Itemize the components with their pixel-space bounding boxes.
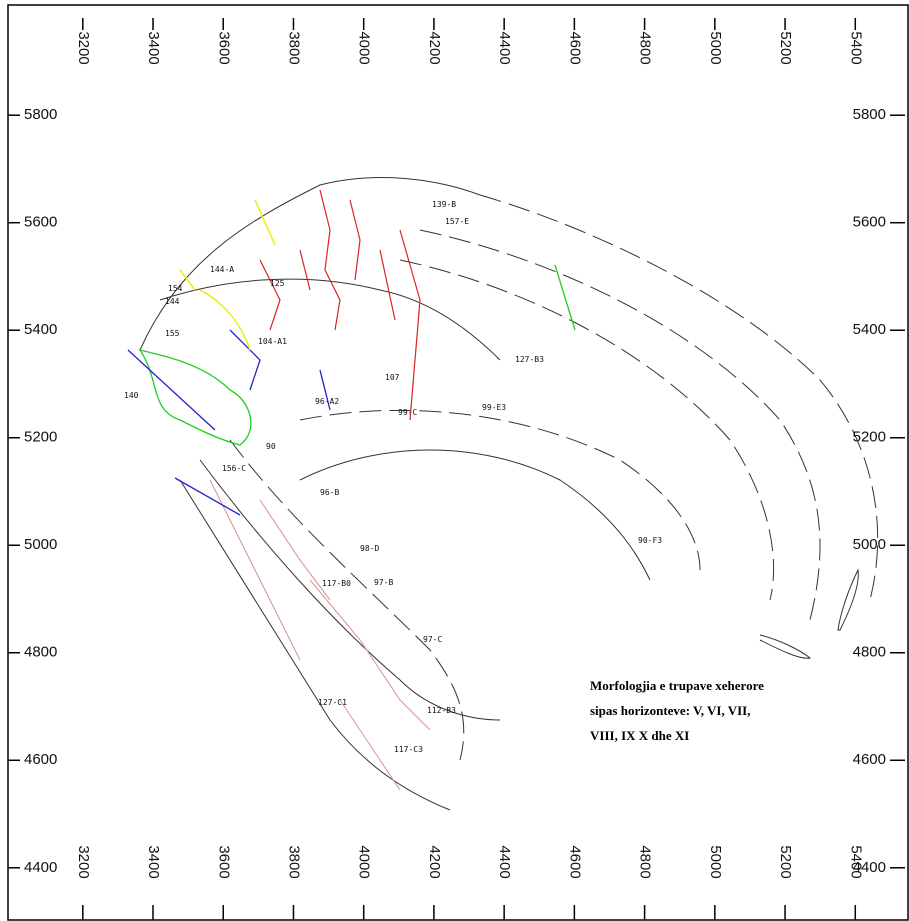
x-tick-label: 5200 <box>777 845 794 878</box>
y-tick-label: 5400 <box>24 321 57 338</box>
x-tick-label: 4400 <box>496 31 513 64</box>
map-label: 97-C <box>423 635 442 644</box>
y-tick-label: 5000 <box>24 536 57 553</box>
annotation-line: sipas horizonteve: V, VI, VII, <box>590 703 750 718</box>
y-tick-label: 5800 <box>24 106 57 123</box>
map-label: 140 <box>124 391 139 400</box>
map-label: 104-A1 <box>258 337 287 346</box>
x-tick-label: 4200 <box>426 845 443 878</box>
map-label: 96-A2 <box>315 397 339 406</box>
x-tick-label: 4800 <box>637 31 654 64</box>
map-label: 127-C1 <box>318 698 347 707</box>
x-tick-label: 4800 <box>637 845 654 878</box>
y-tick-label: 5200 <box>853 429 886 446</box>
x-tick-label: 5400 <box>847 845 864 878</box>
x-tick-label: 5200 <box>777 31 794 64</box>
y-tick-label: 4800 <box>24 644 57 661</box>
map-label: 117-C3 <box>394 745 423 754</box>
y-tick-label: 4400 <box>853 859 886 876</box>
x-tick-label: 3800 <box>286 31 303 64</box>
map-label: 139-B <box>432 200 456 209</box>
annotation-line: VIII, IX X dhe XI <box>590 728 689 743</box>
annotation-line: Morfologjia e trupave xeherore <box>590 678 764 693</box>
map-label: 96-B <box>320 488 339 497</box>
map-label: 90 <box>266 442 276 451</box>
y-tick-label: 5600 <box>24 214 57 231</box>
map-label: 99-C <box>398 408 417 417</box>
map-label: 154 <box>168 284 183 293</box>
y-tick-label: 4400 <box>24 859 57 876</box>
x-tick-label: 3400 <box>145 845 162 878</box>
y-tick-label: 5400 <box>853 321 886 338</box>
x-tick-label: 3600 <box>215 845 232 878</box>
y-tick-label: 5600 <box>853 214 886 231</box>
y-tick-label: 4800 <box>853 644 886 661</box>
x-tick-label: 4600 <box>566 845 583 878</box>
y-tick-label: 4600 <box>853 751 886 768</box>
x-tick-label: 4600 <box>566 31 583 64</box>
map-label: 98-D <box>360 544 379 553</box>
x-tick-label: 4000 <box>356 31 373 64</box>
x-tick-label: 3200 <box>75 31 92 64</box>
y-tick-label: 4600 <box>24 751 57 768</box>
map-label: 117-B0 <box>322 579 351 588</box>
map-label: 155 <box>165 329 180 338</box>
x-tick-label: 3600 <box>215 31 232 64</box>
map-label: 156-C <box>222 464 246 473</box>
x-tick-label: 5000 <box>707 845 724 878</box>
map-label: 99-E3 <box>482 403 506 412</box>
map-label: 125 <box>270 279 285 288</box>
y-tick-label: 5200 <box>24 429 57 446</box>
map-label: 97-B <box>374 578 393 587</box>
x-tick-label: 5400 <box>847 31 864 64</box>
map-label: 127-B3 <box>515 355 544 364</box>
x-tick-label: 3200 <box>75 845 92 878</box>
x-tick-label: 5000 <box>707 31 724 64</box>
x-tick-label: 4400 <box>496 845 513 878</box>
map-label: 144-A <box>210 265 234 274</box>
map-label: 157-E <box>445 217 469 226</box>
map-label: 112-B3 <box>427 706 456 715</box>
map-label: 90-F3 <box>638 536 662 545</box>
x-tick-label: 4000 <box>356 845 373 878</box>
x-tick-label: 4200 <box>426 31 443 64</box>
x-tick-label: 3400 <box>145 31 162 64</box>
map-label: 107 <box>385 373 400 382</box>
frame <box>7 4 909 921</box>
outlines <box>127 177 879 811</box>
x-tick-label: 3800 <box>286 845 303 878</box>
y-tick-label: 5000 <box>853 536 886 553</box>
map-label: 144 <box>165 297 180 306</box>
y-tick-label: 5800 <box>853 106 886 123</box>
